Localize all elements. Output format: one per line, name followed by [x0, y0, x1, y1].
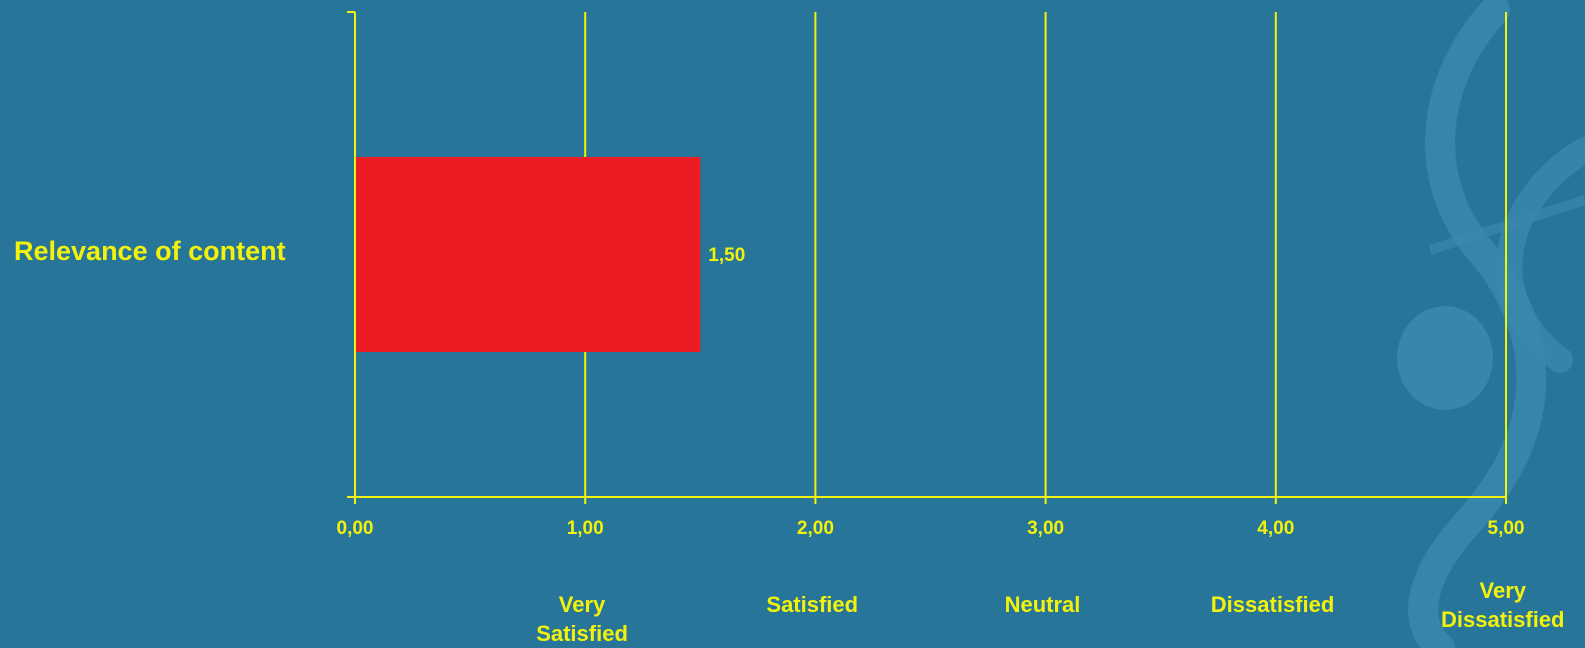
scale-label: Neutral: [1005, 590, 1081, 619]
scale-label-line: Dissatisfied: [1210, 592, 1335, 617]
x-tick-label: 3,00: [1027, 518, 1064, 539]
x-tick-label: 2,00: [797, 518, 834, 539]
caduceus-watermark: [1397, 0, 1585, 648]
scale-label: Satisfied: [766, 590, 858, 619]
watermark-serpent-2: [1496, 137, 1585, 373]
scale-label-line: Very: [1479, 578, 1527, 603]
scale-label-line: Satisfied: [536, 621, 628, 646]
scale-label-line: Very: [558, 592, 606, 617]
x-tick-label: 0,00: [337, 518, 374, 539]
scale-label-line: Neutral: [1004, 592, 1081, 617]
x-tick-label: 1,00: [567, 518, 604, 539]
watermark-wing: [1428, 195, 1585, 255]
data-label: 1,50: [708, 245, 745, 266]
bars: [355, 157, 701, 352]
x-tick-label: 5,00: [1488, 518, 1525, 539]
scale-label-line: Satisfied: [766, 592, 859, 617]
scale-label-line: Dissatisfied: [1441, 607, 1565, 632]
scale-label: Dissatisfied: [1211, 590, 1335, 619]
scale-label: Very Dissatisfied: [1441, 576, 1565, 634]
data-labels: 1,50: [708, 245, 745, 266]
watermark-knob: [1397, 306, 1493, 410]
x-tick-labels: 0,00 1,00 2,00 3,00 4,00 5,00: [337, 518, 1525, 539]
scale-label: Very Satisfied: [536, 590, 628, 648]
category-label: Relevance of content: [14, 236, 286, 266]
x-tick-label: 4,00: [1257, 518, 1294, 539]
bar: [355, 157, 701, 352]
axes: [347, 11, 1507, 504]
